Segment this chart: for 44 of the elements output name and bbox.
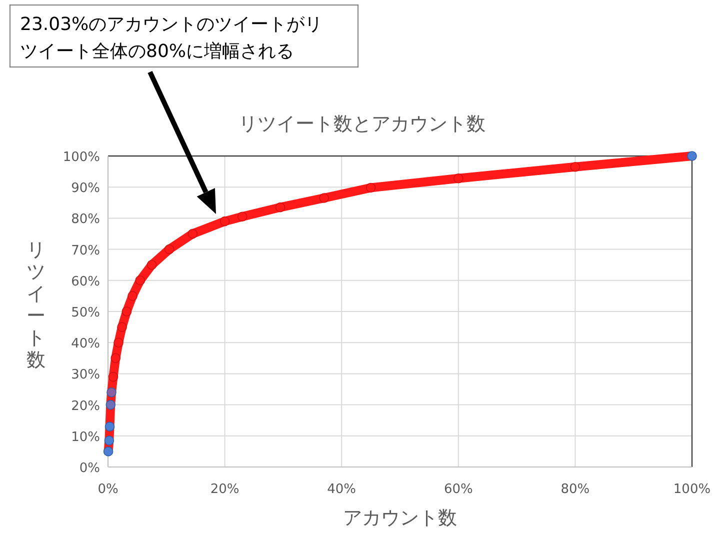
y-tick-label: 80% (71, 212, 100, 228)
y-tick-label: 50% (71, 306, 100, 320)
y-tick-label: 40% (71, 336, 100, 352)
y-axis-title: リツイート数 (26, 239, 46, 371)
point (135, 276, 146, 286)
point (188, 228, 198, 239)
point (106, 400, 116, 410)
x-tick-label: 80% (560, 482, 590, 497)
point (146, 260, 157, 270)
point (122, 306, 132, 316)
y-tick-label: 100% (62, 150, 100, 165)
point (164, 244, 174, 254)
point (687, 151, 697, 161)
point (275, 202, 286, 212)
point (570, 162, 580, 172)
y-tick-label: 20% (71, 398, 100, 414)
point (108, 372, 118, 382)
point (366, 182, 376, 193)
y-tick-label: 70% (71, 243, 100, 258)
x-tick-label: 100% (673, 482, 711, 497)
point (128, 291, 138, 301)
x-axis-title: アカウント数 (343, 507, 457, 529)
x-tick-label: 60% (444, 482, 473, 497)
y-tick-label: 60% (71, 274, 100, 290)
point (220, 216, 230, 226)
x-tick-label: 40% (327, 482, 356, 497)
point (104, 436, 114, 446)
x-tick-label: 20% (210, 482, 240, 497)
point (104, 422, 115, 432)
point (114, 338, 124, 348)
point (110, 353, 120, 364)
y-tick-label: 0% (79, 461, 100, 476)
point (117, 322, 127, 332)
text: 23.03%のアカウントのツイートがリツイート全体の80%に増幅される (20, 14, 323, 62)
point (106, 387, 116, 398)
y-tick-label: 10% (71, 430, 100, 445)
x-tick-label: 0% (98, 482, 118, 497)
point (103, 446, 114, 456)
chart-title: リツイート数とアカウント数 (238, 113, 486, 135)
point (319, 193, 329, 203)
y-tick-label: 30% (71, 368, 100, 383)
point (454, 173, 464, 184)
point (237, 212, 248, 222)
y-tick-label: 90% (71, 181, 100, 196)
